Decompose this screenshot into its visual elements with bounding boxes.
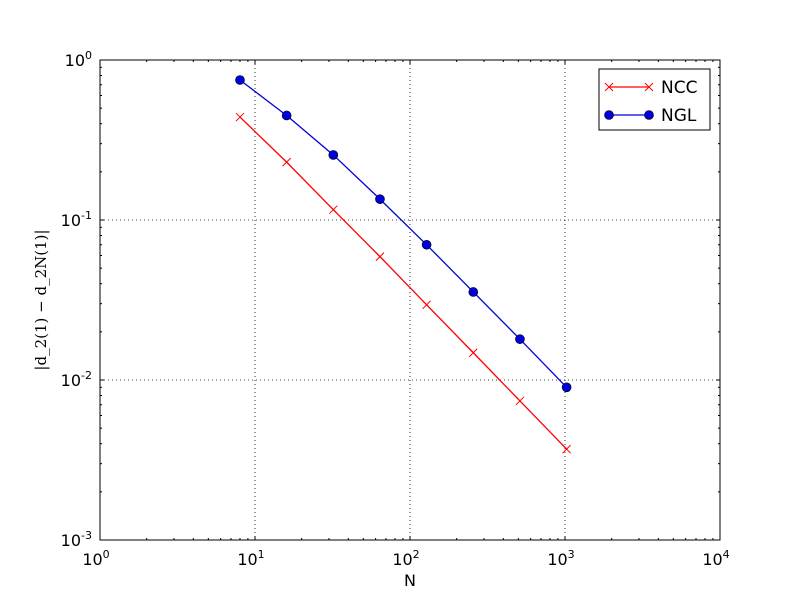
x-marker-stroke	[468, 348, 478, 358]
x-marker-stroke	[282, 157, 291, 167]
ncc-point	[282, 157, 291, 167]
grid	[100, 60, 720, 540]
legend-marker	[604, 110, 614, 120]
ngl-point	[235, 75, 245, 85]
legend-marker	[644, 82, 654, 92]
ncc-series-line	[239, 116, 568, 450]
y-axis-label: |d_2(1) − d_2N(1)|	[32, 229, 50, 370]
ncc-point	[235, 112, 245, 122]
ngl-series-line	[239, 79, 568, 388]
legend-marker	[604, 82, 614, 92]
y-tick-label: 10-1	[61, 209, 92, 230]
ncc-point	[468, 348, 478, 358]
ngl-point	[375, 194, 385, 204]
legend-label: NGL	[661, 106, 697, 126]
ticks: 100 101 102 103 104 10-3 10-2 10-1 100	[61, 49, 730, 569]
ncc-point	[328, 205, 338, 215]
x-marker-stroke	[562, 444, 571, 454]
legend-label: NCC	[661, 78, 697, 98]
series-layer	[235, 75, 572, 454]
legend-marker	[644, 110, 654, 120]
x-tick-label: 102	[392, 548, 419, 569]
x-marker-stroke	[375, 252, 385, 262]
ngl-point	[328, 150, 339, 160]
ngl-point	[561, 382, 572, 393]
ngl-point	[468, 287, 479, 297]
ngl-point	[281, 110, 292, 121]
y-tick-label: 100	[65, 49, 92, 70]
x-marker-stroke	[328, 205, 338, 215]
ncc-point	[562, 444, 571, 454]
x-tick-label: 101	[237, 548, 264, 569]
x-tick-label: 100	[82, 548, 109, 569]
x-tick-label: 104	[702, 548, 729, 569]
legend: NCC NGL	[598, 68, 711, 131]
ngl-point	[515, 334, 525, 344]
x-axis-label: N	[404, 571, 416, 590]
y-tick-label: 10-3	[61, 529, 92, 550]
ncc-point	[422, 300, 431, 310]
ncc-point	[515, 396, 525, 406]
x-tick-label: 103	[547, 548, 574, 569]
y-axis-label-text: |d_2(1) − d_2N(1)|	[32, 229, 50, 370]
ngl-point	[421, 239, 432, 250]
x-marker-stroke	[422, 300, 431, 310]
x-marker-stroke	[235, 112, 245, 122]
y-tick-label: 10-2	[61, 369, 92, 390]
x-marker-stroke	[515, 396, 525, 406]
ncc-point	[375, 252, 385, 262]
legend-box	[598, 68, 711, 131]
